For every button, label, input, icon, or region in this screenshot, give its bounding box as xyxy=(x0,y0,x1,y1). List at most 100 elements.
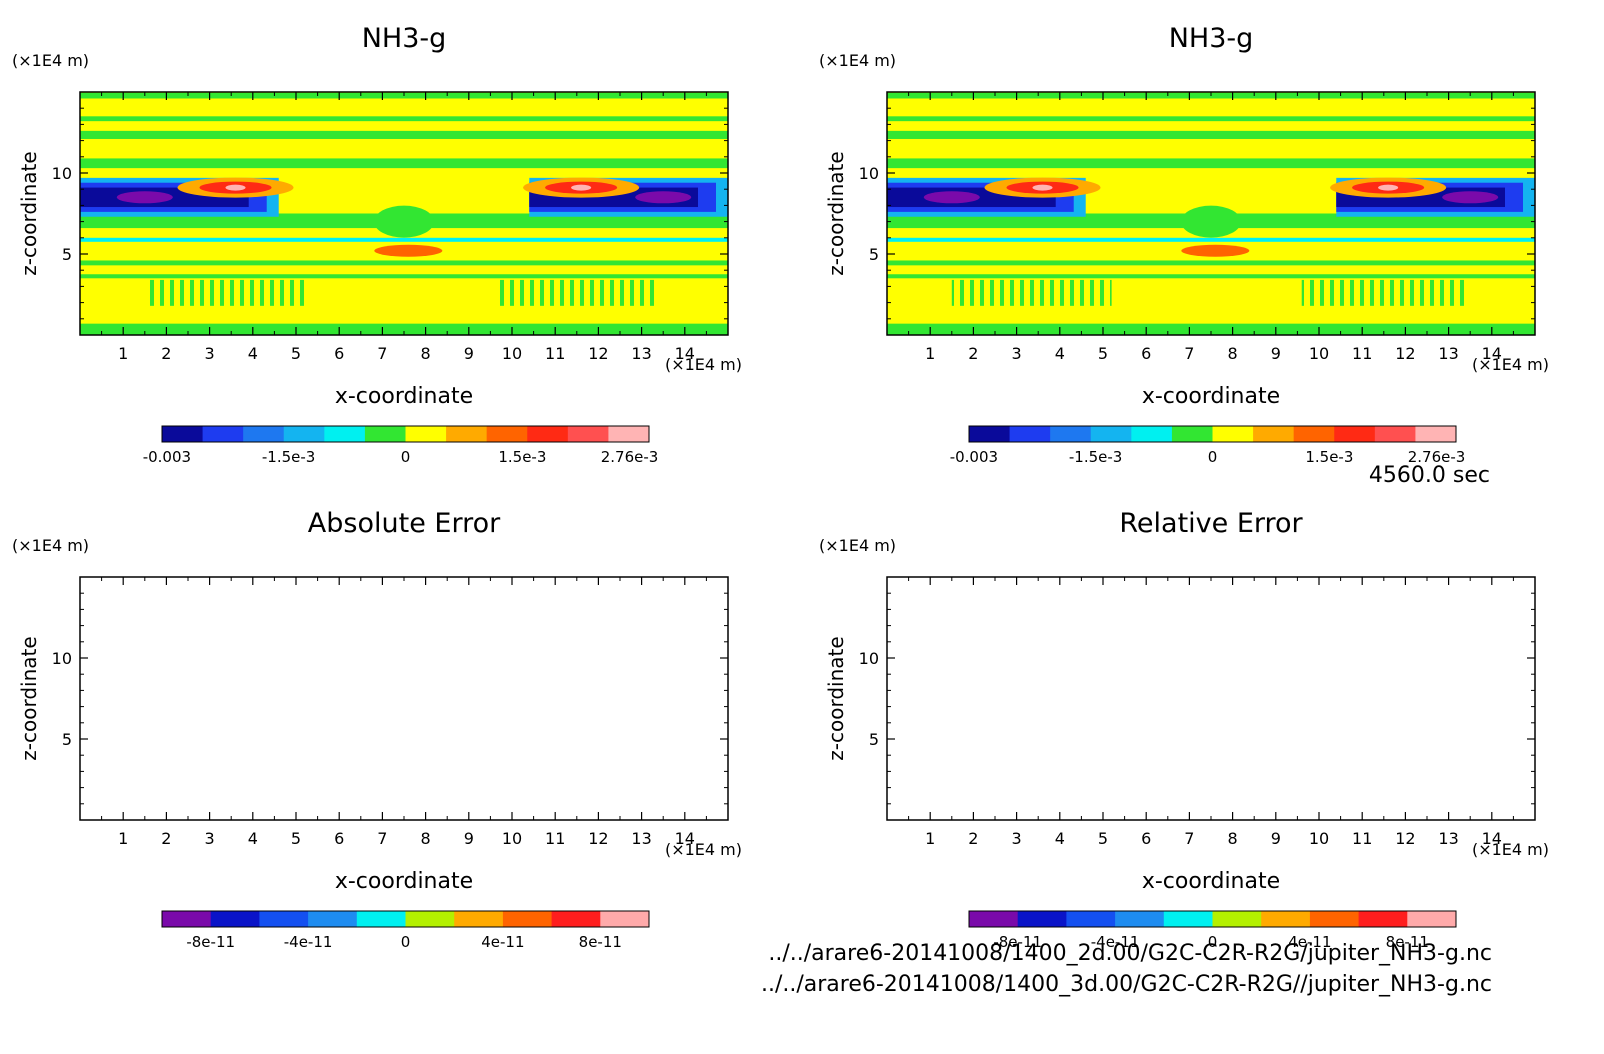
colorbar-swatch xyxy=(364,426,406,442)
colorbar-swatch xyxy=(1212,426,1254,442)
x-tick-label: 4 xyxy=(1055,829,1065,848)
colorbar-swatch xyxy=(1253,426,1295,442)
x-tick-label: 2 xyxy=(968,344,978,363)
striped-region xyxy=(951,279,1112,306)
colorbar-swatch xyxy=(210,911,260,927)
colorbar-swatch xyxy=(1374,426,1416,442)
y-unit-label: (×1E4 m) xyxy=(819,51,896,70)
y-tick-label: 5 xyxy=(62,730,72,749)
positive-anomaly xyxy=(1181,244,1250,257)
x-tick-label: 1 xyxy=(925,344,935,363)
colorbar-tick-label: 0 xyxy=(401,448,411,466)
x-tick-label: 11 xyxy=(545,829,565,848)
x-tick-label: 11 xyxy=(545,344,565,363)
colorbar-swatch xyxy=(1115,911,1165,927)
colorbar-tick-label: -4e-11 xyxy=(1091,933,1140,951)
x-tick-label: 12 xyxy=(1395,829,1415,848)
y-unit-label: (×1E4 m) xyxy=(819,536,896,555)
colorbar-swatch xyxy=(1171,426,1213,442)
x-unit-label: (×1E4 m) xyxy=(1472,355,1549,374)
file-path-2d: ../../arare6-20141008/1400_2d.00/G2C-C2R… xyxy=(768,941,1492,966)
colorbar-tick-label: -8e-11 xyxy=(993,933,1042,951)
colorbar-swatch xyxy=(202,426,244,442)
x-tick-label: 10 xyxy=(502,344,522,363)
y-tick-label: 10 xyxy=(859,649,879,668)
y-tick-label: 10 xyxy=(859,164,879,183)
y-tick-label: 10 xyxy=(52,164,72,183)
x-tick-label: 14 xyxy=(675,829,695,848)
colorbar-swatch xyxy=(1415,426,1457,442)
green-band xyxy=(80,323,728,335)
y-tick-label: 5 xyxy=(869,730,879,749)
colorbar-swatch xyxy=(527,426,569,442)
x-tick-label: 6 xyxy=(1141,344,1151,363)
colorbar-swatch xyxy=(1066,911,1116,927)
x-unit-label: (×1E4 m) xyxy=(665,355,742,374)
x-tick-label: 13 xyxy=(1438,344,1458,363)
time-label: 4560.0 sec xyxy=(1368,463,1490,488)
x-tick-label: 12 xyxy=(588,829,608,848)
x-tick-label: 11 xyxy=(1352,829,1372,848)
colorbar-swatch xyxy=(446,426,488,442)
colorbar-tick-label: -0.003 xyxy=(143,448,191,466)
colorbar-tick-label: -8e-11 xyxy=(186,933,235,951)
positive-anomaly-peak xyxy=(225,184,246,191)
striped-region xyxy=(494,279,659,306)
panels-layer: NH3-g(×1E4 m)1 2 3 4 5 6 7 8 9 10 11 12 13 14510(×1E4… xyxy=(12,23,1549,951)
colorbar-swatch xyxy=(600,911,650,927)
colorbar-swatch xyxy=(162,911,212,927)
colorbar-swatch xyxy=(567,426,609,442)
green-band xyxy=(887,158,1535,169)
colorbar-tick-label: 0 xyxy=(1208,448,1218,466)
x-tick-label: 9 xyxy=(1271,344,1281,363)
x-tick-label: 10 xyxy=(502,829,522,848)
x-unit-label: (×1E4 m) xyxy=(1472,840,1549,859)
x-tick-label: 5 xyxy=(1098,829,1108,848)
colorbar-tick-label: -1.5e-3 xyxy=(262,448,315,466)
colorbar-swatch xyxy=(162,426,204,442)
colorbar-swatch xyxy=(1163,911,1213,927)
colorbar-swatch xyxy=(356,911,406,927)
colorbar-swatch xyxy=(308,911,358,927)
panel-3: Absolute Error(×1E4 m)1 2 3 4 5 6 7 8 9 10 11 12 13 1… xyxy=(12,508,742,951)
x-tick-label: 10 xyxy=(1309,829,1329,848)
x-tick-label: 4 xyxy=(248,829,258,848)
x-tick-label: 12 xyxy=(588,344,608,363)
cyan-layer xyxy=(80,237,728,242)
colorbar-swatch xyxy=(1017,911,1067,927)
striped-region xyxy=(1301,279,1466,306)
panel-title: NH3-g xyxy=(362,23,447,54)
x-unit-label: (×1E4 m) xyxy=(665,840,742,859)
colorbar-swatch xyxy=(405,426,447,442)
colorbar-swatch xyxy=(551,911,601,927)
x-tick-label: 5 xyxy=(291,344,301,363)
colorbar-swatch xyxy=(969,911,1019,927)
colorbar-swatch xyxy=(969,426,1011,442)
x-axis-label: x-coordinate xyxy=(335,384,473,409)
colorbar-frame xyxy=(161,425,650,443)
x-tick-label: 13 xyxy=(1438,829,1458,848)
colorbar-swatch xyxy=(1358,911,1408,927)
field-plot xyxy=(80,92,728,335)
y-axis-label: z-coordinate xyxy=(824,151,848,275)
x-tick-label: 7 xyxy=(377,829,387,848)
green-band xyxy=(887,116,1535,122)
colorbar-tick-label: 4e-11 xyxy=(1288,933,1331,951)
positive-anomaly-peak xyxy=(1378,184,1399,191)
x-tick-label: 8 xyxy=(1228,344,1238,363)
colorbar-tick-label: 2.76e-3 xyxy=(1408,448,1466,466)
x-tick-label: 7 xyxy=(1184,344,1194,363)
x-tick-label: 6 xyxy=(334,344,344,363)
colorbar-swatch xyxy=(324,426,366,442)
colorbar-swatch xyxy=(1131,426,1173,442)
x-tick-label: 1 xyxy=(118,829,128,848)
green-band xyxy=(80,260,728,266)
x-tick-label: 2 xyxy=(968,829,978,848)
green-band xyxy=(887,323,1535,335)
colorbar-swatch xyxy=(283,426,325,442)
colorbar-swatch xyxy=(1090,426,1132,442)
y-tick-label: 5 xyxy=(62,245,72,264)
plot-frame xyxy=(79,576,729,821)
x-tick-label: 14 xyxy=(675,344,695,363)
colorbar-swatch xyxy=(1261,911,1311,927)
